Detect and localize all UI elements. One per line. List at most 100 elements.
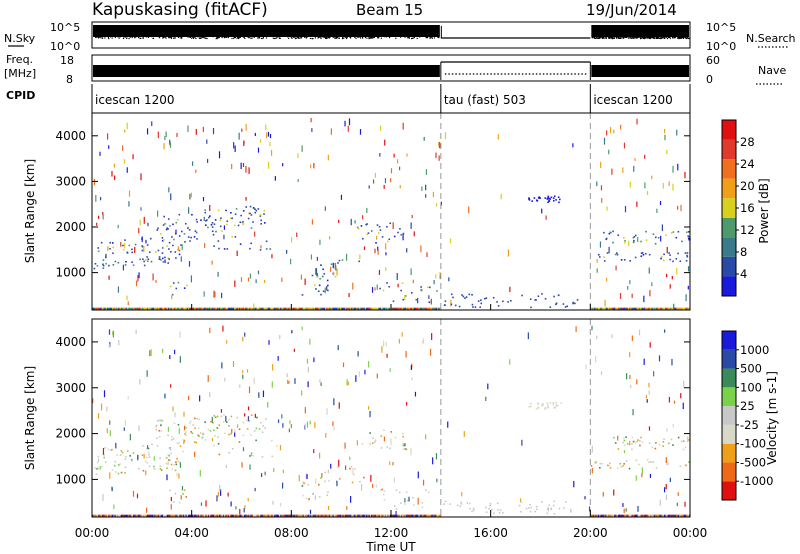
heat-cell — [296, 307, 299, 311]
heat-cell — [228, 451, 231, 454]
heat-cell — [126, 122, 128, 130]
heat-cell — [192, 424, 194, 426]
heat-cell — [686, 254, 688, 257]
heat-cell — [168, 241, 171, 244]
heat-cell — [623, 463, 625, 465]
nsky-speck — [668, 36, 670, 39]
heat-cell — [160, 419, 162, 422]
heat-cell — [204, 421, 207, 424]
heat-cell — [625, 508, 627, 512]
nsky-speck — [366, 37, 368, 39]
heat-cell — [632, 514, 635, 518]
heat-cell — [141, 307, 144, 311]
heat-cell — [224, 307, 226, 311]
heat-cell — [195, 514, 198, 518]
heat-cell — [326, 307, 329, 311]
heat-cell — [264, 427, 267, 429]
heat-cell — [222, 420, 225, 423]
nsky-speck — [290, 36, 292, 38]
heat-cell — [527, 332, 529, 340]
heat-cell — [116, 514, 119, 518]
heat-cell — [649, 342, 651, 348]
heat-cell — [139, 379, 141, 385]
heat-cell — [139, 258, 141, 261]
heat-cell — [228, 424, 230, 427]
heat-cell — [662, 514, 665, 518]
heat-cell — [269, 134, 272, 139]
nsky-speck — [343, 37, 345, 39]
heat-cell — [200, 219, 202, 221]
heat-cell — [552, 403, 555, 406]
heat-cell — [142, 469, 145, 472]
heat-cell — [242, 374, 244, 379]
heat-cell — [307, 307, 310, 311]
heat-cell — [218, 247, 220, 250]
nsky-speck — [599, 37, 601, 39]
heat-cell — [211, 438, 214, 442]
heat-cell — [641, 307, 644, 311]
heat-cell — [180, 307, 183, 311]
heat-cell — [414, 514, 417, 518]
heat-cell — [177, 460, 180, 462]
heat-cell — [668, 181, 670, 186]
heat-cell — [336, 268, 338, 276]
heat-cell — [146, 462, 148, 464]
heat-cell — [290, 423, 292, 429]
heat-cell — [161, 252, 164, 254]
heat-cell — [546, 198, 549, 200]
heat-cell — [181, 307, 184, 311]
heat-cell — [392, 222, 394, 230]
heat-cell — [161, 514, 164, 518]
nsky-speck — [631, 37, 633, 40]
heat-cell — [248, 419, 250, 422]
heat-cell — [176, 472, 178, 477]
heat-cell — [272, 514, 275, 518]
nsky-speck — [433, 37, 436, 39]
heat-cell — [390, 431, 393, 433]
heat-cell — [370, 475, 372, 482]
heat-cell — [402, 444, 405, 447]
heat-cell — [468, 206, 470, 214]
heat-cell — [652, 233, 655, 236]
heat-cell — [168, 187, 170, 193]
colorbar-tick-label: 500 — [740, 362, 762, 376]
heat-cell — [616, 253, 619, 256]
heat-cell — [244, 505, 246, 509]
heat-cell — [102, 263, 104, 266]
heat-cell — [667, 307, 670, 311]
heat-cell — [146, 260, 149, 263]
heat-cell — [271, 455, 274, 458]
nsky-speck — [644, 36, 647, 38]
heat-cell — [151, 307, 154, 311]
heat-cell — [376, 224, 379, 226]
heat-cell — [109, 449, 112, 452]
heat-cell — [228, 433, 230, 436]
heat-cell — [314, 422, 316, 429]
heat-cell — [374, 439, 377, 442]
heat-cell — [243, 508, 245, 513]
heat-cell — [327, 514, 330, 518]
heat-cell — [297, 307, 300, 311]
nsky-speck — [658, 37, 661, 39]
heat-cell — [497, 508, 499, 511]
heat-cell — [393, 307, 396, 311]
heat-cell — [172, 282, 175, 284]
heat-cell — [109, 514, 112, 518]
heat-cell — [114, 175, 116, 181]
heat-cell — [617, 514, 620, 518]
heat-cell — [105, 514, 108, 518]
heat-cell — [264, 471, 266, 476]
heat-cell — [168, 447, 171, 449]
heat-cell — [322, 290, 325, 293]
heat-cell — [358, 307, 361, 311]
heat-cell — [133, 307, 135, 311]
heat-cell — [253, 303, 255, 308]
heat-cell — [632, 409, 634, 416]
heat-cell — [404, 514, 407, 518]
nsky-speck — [279, 37, 281, 39]
heat-cell — [601, 462, 604, 465]
heat-cell — [641, 467, 643, 474]
heat-cell — [615, 265, 617, 271]
heat-cell — [189, 240, 191, 242]
heat-cell — [174, 251, 177, 253]
